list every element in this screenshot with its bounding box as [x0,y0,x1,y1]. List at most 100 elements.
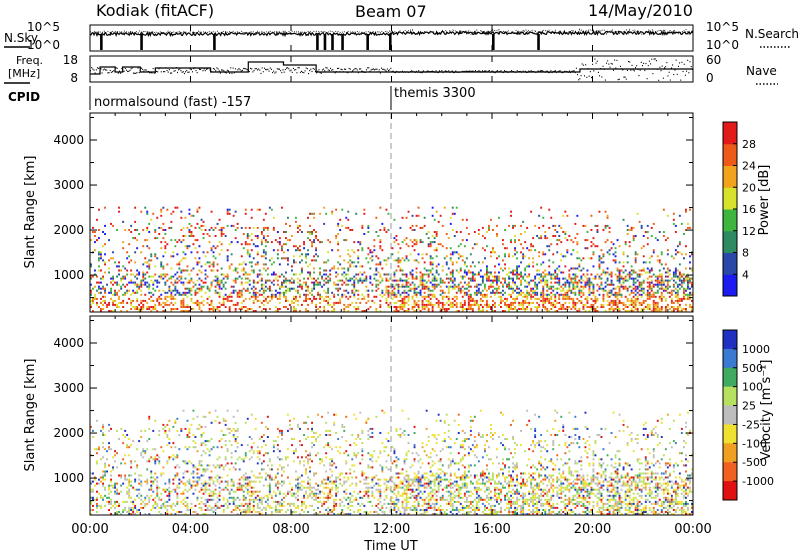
range-time-cell [683,233,685,235]
nave-point [396,70,398,73]
nave-point [604,79,606,81]
range-time-cell [244,502,247,505]
range-time-cell [546,273,549,276]
range-time-cell [542,291,545,294]
range-time-cell [666,269,669,272]
range-time-cell [142,299,145,302]
range-time-cell [351,283,354,286]
range-time-cell [560,289,563,292]
range-time-cell [496,511,498,513]
range-time-cell [126,251,129,254]
range-time-cell [427,299,430,302]
range-time-cell [612,287,615,290]
range-time-cell [586,509,589,511]
range-time-cell [620,283,623,286]
range-time-cell [417,308,420,310]
range-time-cell [413,504,416,507]
range-time-cell [578,265,581,268]
range-time-cell [451,279,454,282]
range-time-cell [343,267,346,270]
range-time-cell [508,255,510,258]
range-time-cell [526,306,529,308]
range-time-cell [592,310,595,312]
range-time-cell [337,287,340,290]
range-time-cell [136,239,139,242]
range-time-cell [614,259,617,262]
range-time-cell [301,259,303,262]
range-time-cell [656,513,659,515]
range-time-cell [130,506,133,509]
range-time-cell [323,299,326,302]
range-time-cell [630,285,633,288]
range-time-cell [409,283,412,286]
range-time-cell [242,504,245,507]
range-time-cell [118,206,120,209]
range-time-cell [469,285,472,288]
range-time-cell [116,303,118,306]
range-time-cell [433,283,436,286]
range-time-cell [477,303,480,306]
range-time-cell [451,504,454,507]
range-time-cell [365,289,368,292]
nave-point [420,71,422,74]
range-time-cell [578,299,581,302]
range-time-cell [534,502,537,505]
range-time-cell [683,279,685,282]
range-time-cell [576,310,579,312]
range-time-cell [610,291,613,294]
range-time-cell [387,293,390,296]
range-time-cell [520,261,522,264]
range-time-cell [180,229,183,231]
range-time-cell [278,297,281,300]
range-time-cell [544,283,547,286]
range-time-cell [622,308,625,310]
range-time-cell [343,239,346,242]
range-time-cell [186,506,189,509]
range-time-cell [349,295,352,298]
range-time-cell [658,513,661,515]
range-time-cell [610,299,613,302]
range-time-cell [457,257,460,260]
range-time-cell [618,293,621,296]
range-time-cell [148,291,151,294]
range-time-cell [268,295,271,298]
range-time-cell [514,273,516,276]
range-time-cell [664,285,667,288]
range-time-cell [150,299,153,302]
range-time-cell [490,306,492,308]
range-time-cell [405,509,408,511]
range-time-cell [461,308,464,310]
range-time-cell [626,502,629,505]
range-time-cell [311,301,313,304]
range-time-cell [496,275,498,278]
range-time-cell [186,291,189,294]
range-time-cell [624,502,627,505]
range-time-cell [431,293,434,296]
range-time-cell [488,509,490,511]
range-time-cell [632,310,635,312]
range-time-cell [654,291,657,294]
range-time-cell [534,285,537,288]
range-time-cell [142,308,145,310]
range-time-cell [486,267,488,270]
range-time-cell [104,206,106,209]
nave-point [608,63,610,65]
range-time-cell [200,285,203,288]
nave-point [142,68,144,70]
nave-point [681,61,683,63]
range-time-cell [162,206,165,209]
range-time-cell [264,509,267,511]
range-time-cell [548,208,551,211]
range-time-cell [214,509,217,511]
range-time-cell [427,502,430,505]
range-time-cell [327,275,330,278]
range-time-cell [544,279,547,282]
range-time-cell [471,509,474,511]
range-time-cell [132,291,135,294]
range-time-cell [588,289,591,292]
range-time-cell [494,303,496,306]
range-time-cell [122,220,125,223]
range-time-cell [417,299,420,302]
range-time-cell [510,308,512,310]
